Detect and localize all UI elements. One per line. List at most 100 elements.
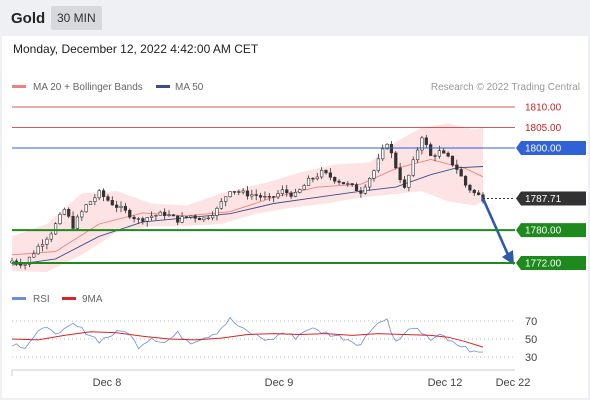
candle-body	[49, 233, 53, 240]
candle-body	[189, 215, 193, 218]
bollinger-legend-label: MA 20 + Bollinger Bands	[33, 82, 143, 93]
rsi-ma-legend-label: 9MA	[82, 294, 103, 305]
candle-body	[141, 218, 145, 222]
candle-body	[67, 209, 71, 217]
candle-body	[407, 174, 411, 188]
candle-body	[315, 176, 319, 180]
candle-body	[398, 167, 402, 181]
candle-body	[128, 209, 132, 218]
rsi-tick-label: 70	[525, 316, 537, 328]
candle-body	[75, 216, 80, 229]
candle-body	[341, 182, 346, 185]
candle-body	[363, 186, 367, 194]
candle-body	[446, 152, 450, 157]
candle-body	[206, 217, 210, 219]
candle-body	[328, 172, 332, 178]
candle-body	[232, 191, 237, 193]
candle-body	[394, 152, 398, 169]
candle-body	[123, 205, 128, 211]
candle-body	[27, 256, 32, 265]
candle-body	[88, 201, 93, 205]
candle-body	[468, 184, 472, 191]
candle-body	[385, 143, 389, 150]
candle-body	[58, 214, 62, 224]
candle-body	[176, 215, 180, 223]
candle-body	[136, 218, 141, 220]
candle-body	[158, 211, 162, 216]
candle-body	[424, 137, 428, 145]
candle-body	[280, 189, 284, 194]
candle-body	[376, 158, 380, 171]
rsi-ma-legend-swatch	[62, 297, 76, 300]
candle-body	[40, 244, 45, 247]
candle-body	[106, 196, 110, 201]
candle-body	[80, 211, 84, 218]
ma50-legend-swatch	[156, 85, 170, 88]
candle-body	[149, 215, 154, 218]
candle-body	[241, 190, 245, 193]
candle-body	[389, 143, 394, 154]
candle-body	[154, 214, 158, 217]
level-label: 1805.00	[525, 123, 562, 134]
candle-body	[132, 216, 136, 220]
candle-body	[237, 191, 241, 193]
candle-body	[477, 192, 481, 196]
candle-body	[455, 164, 459, 170]
candle-body	[302, 185, 306, 190]
forecast-arrow	[481, 197, 511, 259]
candle-body	[324, 170, 328, 174]
candle-body	[23, 264, 27, 266]
candle-body	[119, 205, 123, 208]
candle-body	[285, 189, 289, 194]
candle-body	[93, 197, 97, 203]
candle-body	[311, 177, 315, 180]
candle-body	[442, 150, 446, 154]
rsi-tick-label: 30	[525, 352, 537, 364]
candle-body	[184, 216, 189, 218]
candle-body	[354, 184, 359, 191]
candle-body	[110, 200, 114, 206]
candle-body	[293, 192, 298, 197]
candle-body	[202, 217, 206, 221]
candle-body	[472, 189, 476, 194]
timeframe-selector[interactable]: 30 MIN	[51, 6, 102, 30]
candle-body	[420, 137, 424, 151]
ma50-legend-label: MA 50	[175, 82, 204, 93]
candle-body	[32, 253, 36, 258]
x-tick-label: Dec 22	[496, 377, 531, 389]
level-tag-current	[516, 191, 586, 206]
level-tag-support	[516, 256, 586, 270]
candle-body	[193, 215, 197, 219]
candle-body	[163, 211, 167, 217]
candle-body	[415, 149, 420, 161]
credit-text: Research © 2022 Trading Central	[431, 82, 580, 93]
level-label: 1780.00	[525, 226, 562, 237]
candle-body	[258, 195, 263, 198]
candle-body	[333, 176, 337, 182]
candle-body	[250, 194, 254, 197]
rsi-legend-swatch	[12, 297, 26, 300]
level-lines: 1810.00 1805.00 1800.00 1787.71 1780.00 1772.…	[12, 103, 586, 270]
level-tag-pivot	[516, 141, 586, 156]
candle-body	[254, 194, 258, 196]
candle-body	[84, 204, 88, 213]
candle-body	[450, 155, 455, 166]
candle-body	[53, 223, 58, 235]
candle-body	[429, 144, 433, 156]
candle-body	[197, 218, 202, 221]
candle-body	[211, 215, 215, 219]
candle-body	[276, 193, 280, 198]
ma50-line	[11, 166, 484, 266]
candle-body	[115, 204, 119, 208]
candle-body	[215, 207, 219, 216]
level-label: 1787.71	[525, 194, 562, 205]
candle-body	[272, 196, 276, 198]
candle-body	[224, 196, 228, 202]
candle-body	[71, 215, 75, 229]
candle-body	[402, 179, 407, 188]
level-label: 1800.00	[525, 144, 562, 155]
rsi-plot-area: 70 50 30	[11, 316, 537, 364]
instrument-name: Gold	[11, 10, 46, 27]
rsi-ma-line	[11, 331, 484, 348]
